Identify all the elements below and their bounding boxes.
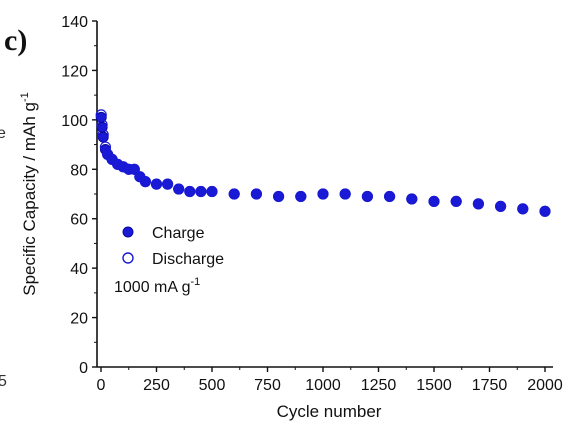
edge-fragment-left-mid: e bbox=[0, 125, 6, 142]
discharge-point bbox=[128, 163, 140, 175]
x-tick-label: 500 bbox=[199, 377, 226, 394]
discharge-point bbox=[195, 185, 207, 198]
x-axis-ticks: 0 250 500 750 1000 1250 1500 1750 2000 bbox=[97, 367, 563, 394]
y-axis-ticks: 0 20 40 60 80 100 120 140 bbox=[61, 14, 97, 377]
edge-fragment-left-bottom: 5 bbox=[0, 373, 7, 390]
discharge-point bbox=[97, 129, 109, 141]
discharge-point bbox=[173, 183, 185, 195]
discharge-point bbox=[472, 198, 484, 210]
charge-point bbox=[97, 131, 109, 143]
x-tick-label: 1750 bbox=[472, 377, 508, 394]
y-tick-label: 40 bbox=[70, 261, 88, 278]
discharge-point bbox=[317, 188, 329, 200]
x-tick-label: 750 bbox=[254, 377, 281, 394]
discharge-point bbox=[295, 190, 307, 203]
data-points bbox=[95, 109, 551, 217]
x-tick-label: 1000 bbox=[305, 377, 341, 394]
y-axis-title-main: Specific Capacity / mAh g bbox=[20, 102, 39, 296]
y-axis-title: Specific Capacity / mAh g-1 bbox=[19, 92, 39, 295]
x-axis-title: Cycle number bbox=[277, 402, 382, 421]
discharge-point bbox=[450, 195, 462, 208]
discharge-point bbox=[517, 203, 529, 215]
plot-area: 0 20 40 60 80 100 120 140 0 250 500 750 1000 1250 150… bbox=[61, 14, 563, 394]
y-tick-label: 120 bbox=[61, 63, 88, 80]
annotation-main: 1000 mA g bbox=[114, 279, 191, 296]
discharge-point bbox=[206, 185, 218, 198]
x-tick-label: 2000 bbox=[527, 377, 563, 394]
discharge-point bbox=[406, 193, 418, 205]
discharge-point bbox=[184, 185, 196, 198]
legend: Charge Discharge bbox=[122, 225, 224, 268]
y-tick-label: 100 bbox=[61, 113, 88, 130]
annotation-superscript: -1 bbox=[191, 276, 201, 288]
discharge-point bbox=[339, 188, 351, 200]
x-tick-label: 0 bbox=[97, 377, 106, 394]
discharge-point bbox=[428, 195, 440, 208]
legend-discharge-marker bbox=[122, 252, 134, 264]
legend-charge-label: Charge bbox=[152, 225, 205, 242]
y-tick-label: 80 bbox=[70, 162, 88, 179]
discharge-point bbox=[384, 190, 396, 203]
discharge-point bbox=[273, 190, 285, 203]
discharge-point bbox=[150, 178, 163, 190]
panel-label: c) bbox=[4, 24, 27, 57]
legend-charge-marker bbox=[122, 226, 134, 238]
discharge-point bbox=[228, 188, 240, 200]
x-tick-label: 250 bbox=[143, 377, 170, 394]
y-tick-label: 60 bbox=[70, 212, 88, 229]
discharge-point bbox=[250, 188, 262, 200]
discharge-point bbox=[539, 205, 551, 217]
discharge-point bbox=[139, 176, 151, 188]
discharge-point bbox=[123, 163, 135, 175]
current-density-annotation: 1000 mA g-1 bbox=[114, 276, 200, 296]
y-tick-label: 140 bbox=[61, 14, 88, 31]
x-tick-label: 1500 bbox=[416, 377, 452, 394]
y-axis-title-superscript: -1 bbox=[19, 92, 31, 102]
y-tick-label: 20 bbox=[70, 311, 88, 328]
discharge-point bbox=[112, 158, 124, 170]
y-tick-label: 0 bbox=[79, 360, 88, 377]
discharge-point bbox=[361, 190, 373, 203]
discharge-point bbox=[117, 161, 129, 173]
x-tick-label: 1250 bbox=[361, 377, 397, 394]
discharge-point bbox=[99, 141, 112, 153]
discharge-point bbox=[495, 200, 507, 212]
discharge-point bbox=[162, 178, 174, 190]
legend-discharge-label: Discharge bbox=[152, 251, 224, 268]
